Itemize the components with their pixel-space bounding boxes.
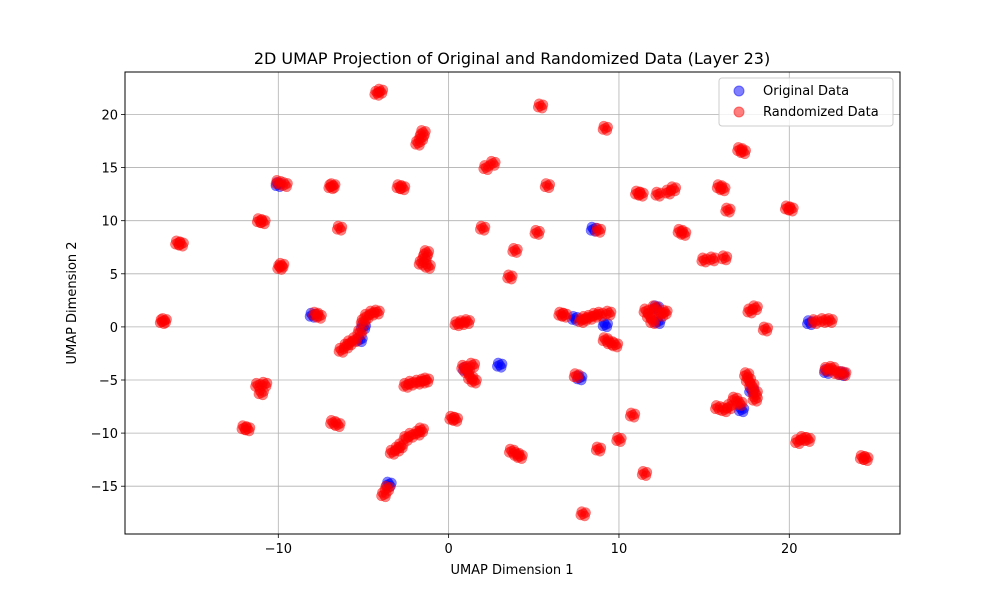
y-tick-label: −5 bbox=[99, 374, 118, 389]
scatter-point bbox=[380, 480, 392, 492]
scatter-point bbox=[647, 300, 659, 311]
scatter-point bbox=[598, 120, 610, 132]
scatter-point bbox=[591, 441, 603, 453]
scatter-point bbox=[651, 186, 662, 198]
scatter-point bbox=[530, 224, 541, 236]
scatter-point bbox=[416, 125, 427, 136]
scatter-point bbox=[460, 314, 472, 325]
plot-frame bbox=[124, 71, 901, 535]
y-axis-ticks: −15 −10 −5 0 5 10 15 20 bbox=[91, 108, 125, 495]
scatter-point bbox=[331, 417, 342, 428]
scatter-point bbox=[591, 222, 603, 234]
scatter-point bbox=[465, 357, 477, 369]
scatter-point bbox=[274, 257, 286, 269]
scatter-point bbox=[508, 242, 519, 254]
x-tick-label: 20 bbox=[781, 542, 798, 557]
scatter-point bbox=[859, 451, 870, 462]
scatter-point bbox=[257, 376, 269, 388]
scatter-point bbox=[332, 220, 344, 232]
scatter-point bbox=[503, 269, 514, 281]
y-tick-label: −15 bbox=[91, 480, 118, 495]
scatter-point bbox=[601, 305, 613, 317]
scatter-point bbox=[717, 250, 729, 261]
y-tick-label: −10 bbox=[91, 427, 118, 442]
x-tick-label: 10 bbox=[611, 542, 628, 557]
scatter-point bbox=[240, 421, 252, 432]
scatter-point bbox=[373, 83, 385, 95]
scatter-point bbox=[467, 373, 478, 385]
scatter-point bbox=[370, 304, 381, 316]
scatter-point bbox=[395, 180, 407, 191]
scatter-point bbox=[823, 313, 834, 324]
scatter-point bbox=[784, 201, 795, 213]
scatter-point bbox=[278, 177, 289, 188]
y-tick-label: 5 bbox=[110, 268, 118, 283]
y-axis-label: UMAP Dimension 2 bbox=[65, 241, 80, 364]
legend-box bbox=[718, 77, 894, 127]
scatter-point bbox=[716, 181, 727, 192]
scatter-point bbox=[748, 391, 759, 403]
x-tick-label: 0 bbox=[444, 542, 452, 557]
scatter-point bbox=[326, 178, 337, 189]
y-tick-label: 10 bbox=[101, 215, 118, 230]
scatter-point bbox=[557, 307, 569, 319]
scatter-point bbox=[475, 220, 487, 232]
scatter-point bbox=[419, 372, 431, 384]
scatter-point bbox=[658, 304, 669, 316]
chart-title: 2D UMAP Projection of Original and Rando… bbox=[254, 49, 770, 68]
scatter-point bbox=[612, 432, 623, 443]
scatter-point bbox=[634, 186, 645, 198]
scatter-point bbox=[569, 368, 581, 379]
scatter-point bbox=[676, 225, 688, 237]
scatter-points bbox=[154, 83, 874, 522]
legend-marker-randomized bbox=[733, 106, 745, 118]
scatter-point bbox=[157, 313, 168, 324]
scatter-point bbox=[174, 236, 185, 248]
scatter-point bbox=[625, 407, 637, 419]
scatter-point bbox=[637, 466, 649, 477]
series-randomized bbox=[154, 83, 874, 522]
scatter-point bbox=[705, 251, 717, 262]
scatter-point bbox=[448, 411, 460, 423]
scatter-point bbox=[533, 98, 545, 110]
scatter-point bbox=[758, 321, 770, 333]
scatter-point bbox=[486, 155, 497, 167]
scatter-point bbox=[492, 357, 504, 369]
scatter-point bbox=[801, 432, 812, 443]
scatter-point bbox=[419, 245, 431, 256]
scatter-point bbox=[256, 214, 267, 225]
grid bbox=[125, 72, 900, 534]
scatter-point bbox=[312, 308, 323, 320]
scatter-point bbox=[421, 258, 432, 270]
legend-label-randomized: Randomized Data bbox=[763, 105, 879, 120]
scatter-point bbox=[608, 337, 620, 349]
scatter-point bbox=[721, 202, 732, 214]
y-tick-label: 15 bbox=[101, 162, 118, 177]
scatter-point bbox=[666, 181, 678, 192]
legend: Original Data Randomized Data bbox=[718, 77, 894, 127]
scatter-point bbox=[414, 422, 426, 433]
x-axis-ticks: −10 0 10 20 bbox=[265, 534, 798, 557]
scatter-point bbox=[837, 366, 848, 377]
scatter-point bbox=[513, 449, 524, 460]
y-tick-label: 0 bbox=[110, 321, 118, 336]
y-tick-label: 20 bbox=[101, 108, 118, 123]
scatter-point bbox=[540, 178, 552, 189]
x-axis-label: UMAP Dimension 1 bbox=[450, 563, 573, 578]
legend-marker-original bbox=[733, 85, 745, 97]
scatter-point bbox=[733, 395, 744, 407]
x-tick-label: −10 bbox=[265, 542, 292, 557]
legend-label-original: Original Data bbox=[763, 84, 849, 99]
scatter-point bbox=[736, 144, 748, 155]
scatter-point bbox=[748, 300, 759, 311]
scatter-point bbox=[576, 506, 587, 517]
